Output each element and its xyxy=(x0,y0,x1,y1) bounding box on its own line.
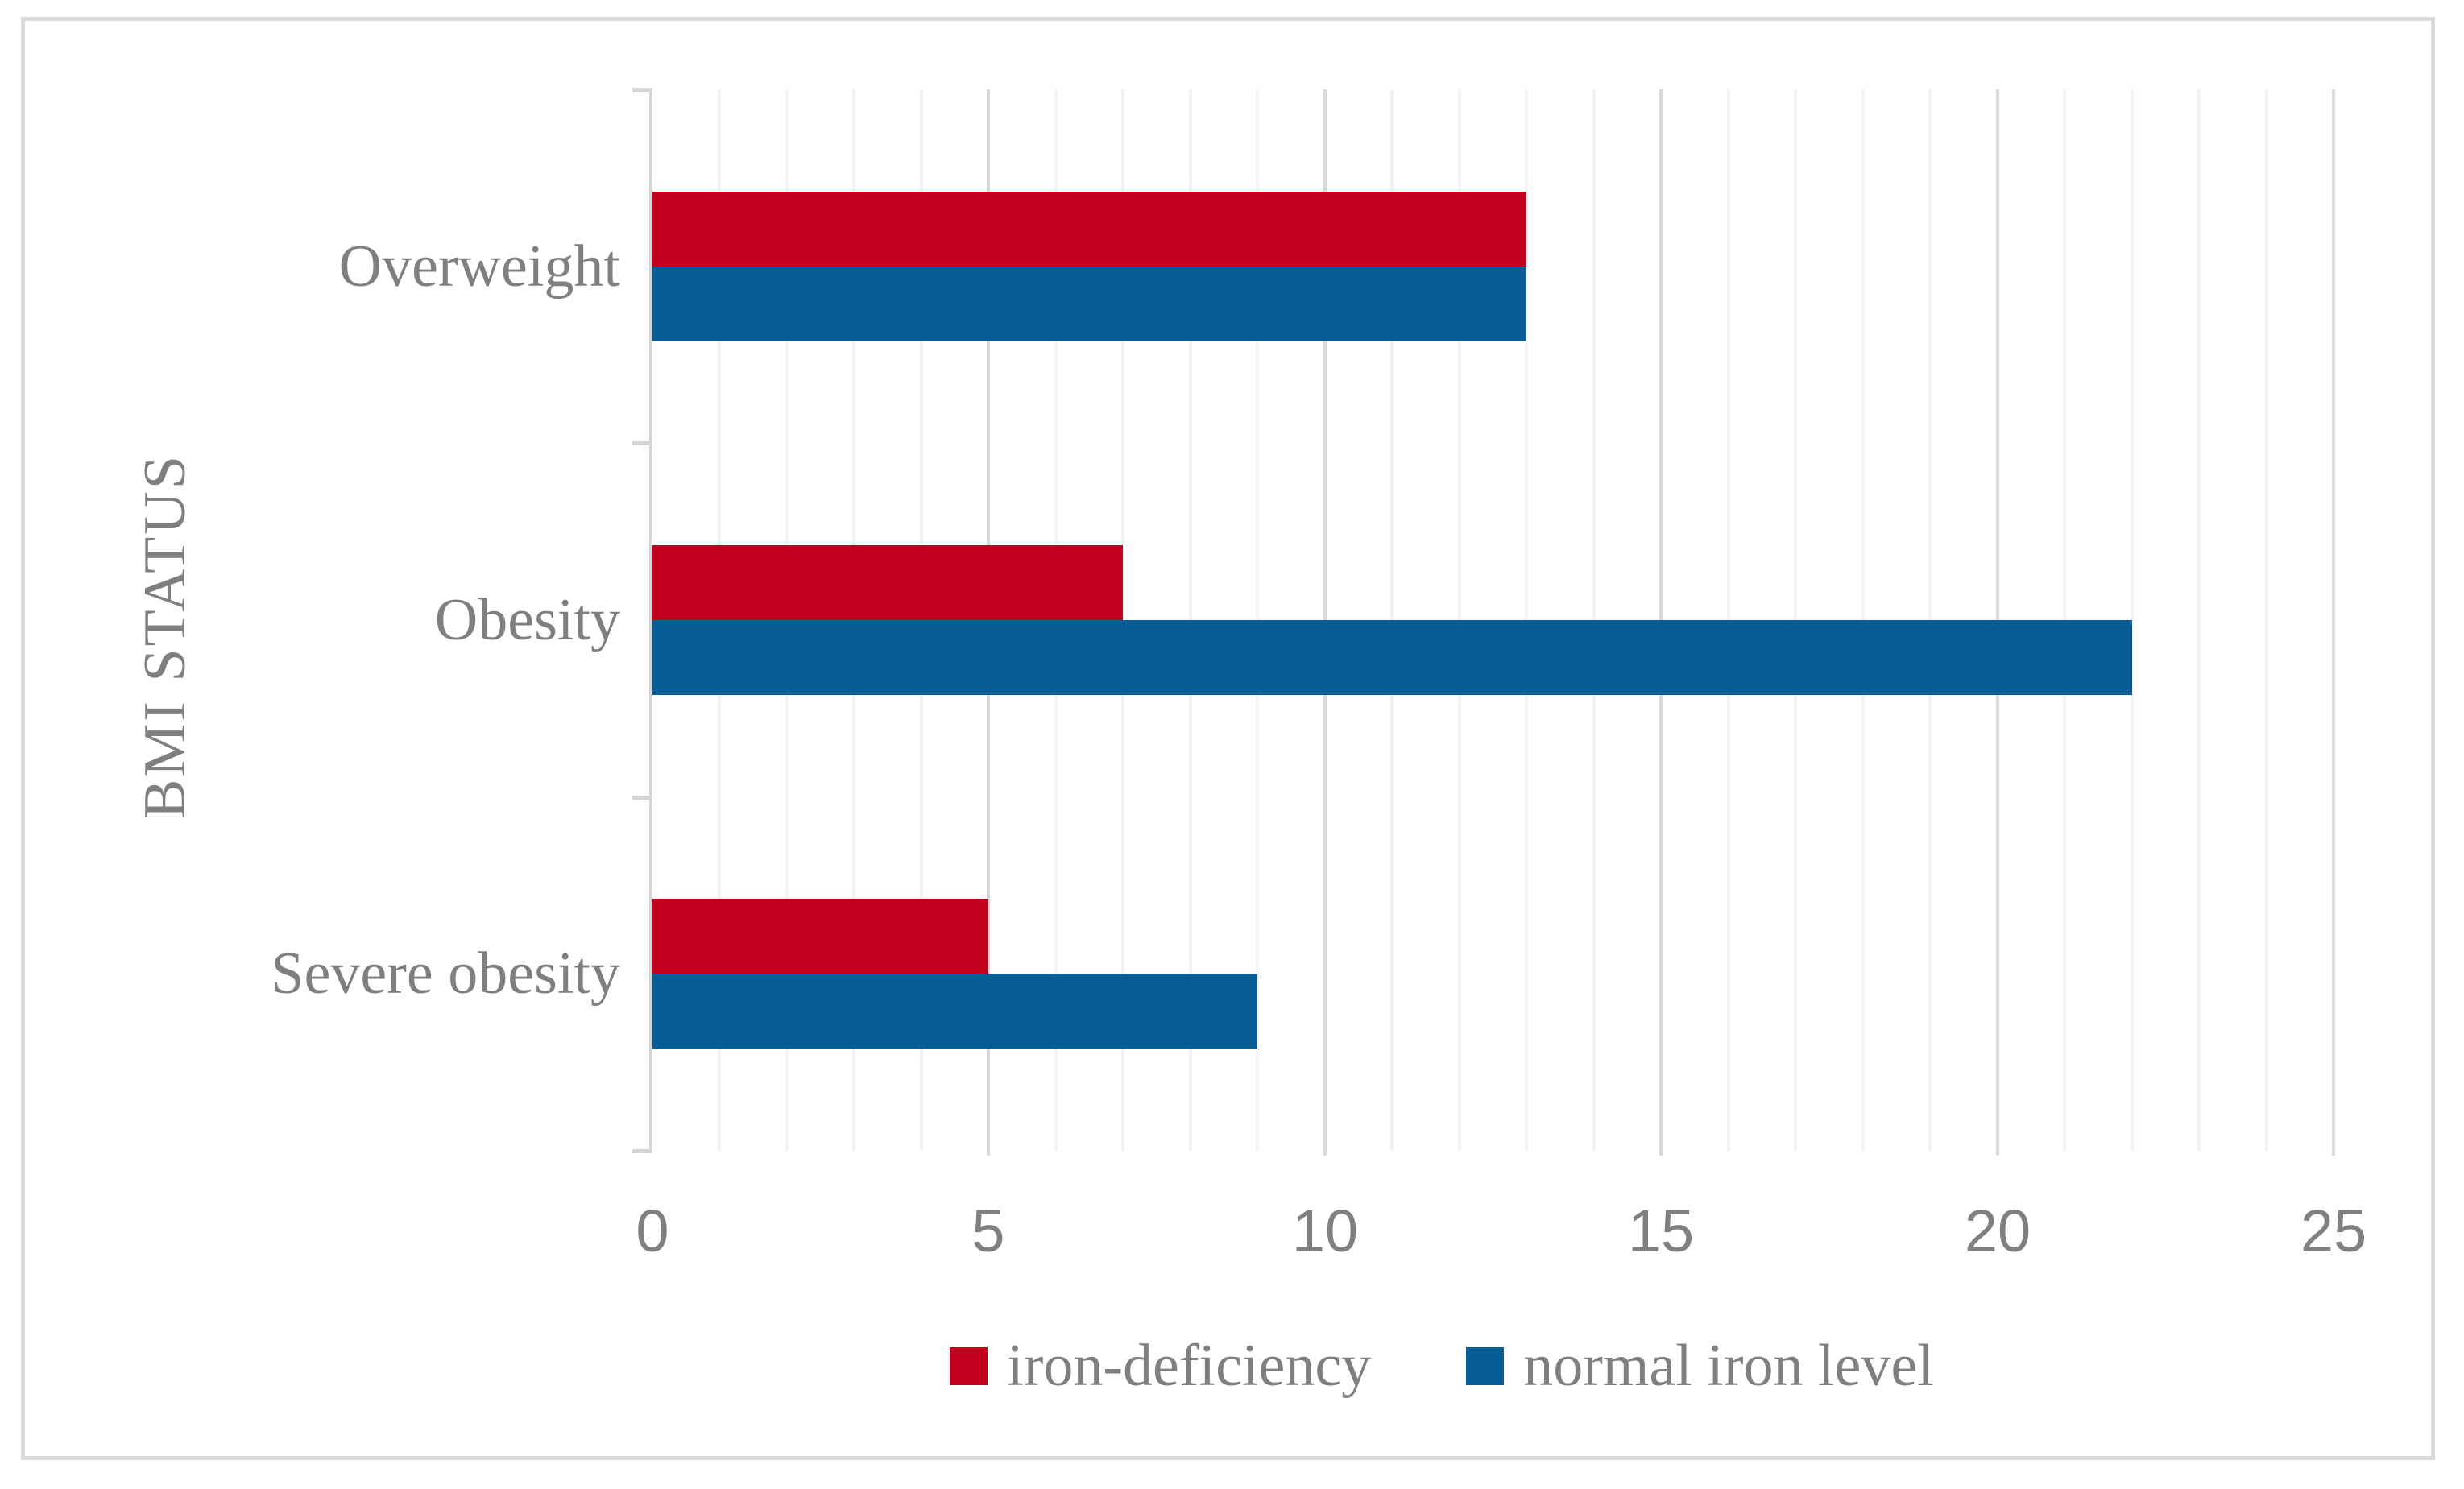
x-tick-label-25: 25 xyxy=(2300,1197,2367,1264)
legend-label-normal-iron-level: normal iron level xyxy=(1523,1333,1934,1399)
gridline-minor xyxy=(2264,89,2268,1151)
category-label-severe-obesity: Severe obesity xyxy=(271,941,620,1007)
legend-item-iron-deficiency: iron-deficiency xyxy=(950,1329,1371,1403)
bar-normal-iron-level-severe-obesity xyxy=(652,974,1257,1049)
legend-swatch-iron-deficiency xyxy=(950,1346,988,1385)
legend: iron-deficiency normal iron level xyxy=(652,1327,2231,1404)
bar-normal-iron-level-overweight xyxy=(652,267,1526,341)
category-label-obesity: Obesity xyxy=(434,587,620,653)
category-axis-tick xyxy=(632,1149,652,1153)
x-tick-label-0: 0 xyxy=(636,1197,669,1264)
category-label-overweight: Overweight xyxy=(338,234,620,300)
bar-iron-deficiency-overweight xyxy=(652,192,1526,267)
x-tick-label-15: 15 xyxy=(1627,1197,1695,1264)
legend-item-normal-iron-level: normal iron level xyxy=(1466,1329,1934,1403)
plot-area xyxy=(652,89,2335,1156)
x-tick-label-20: 20 xyxy=(1964,1197,2031,1264)
category-axis-tick xyxy=(632,441,652,445)
bar-iron-deficiency-severe-obesity xyxy=(652,899,988,974)
gridline-minor xyxy=(2197,89,2201,1151)
legend-swatch-normal-iron-level xyxy=(1466,1346,1505,1385)
x-tick-label-5: 5 xyxy=(971,1197,1005,1264)
category-axis-tick xyxy=(632,88,652,92)
bar-iron-deficiency-obesity xyxy=(652,545,1123,620)
legend-label-iron-deficiency: iron-deficiency xyxy=(1007,1333,1372,1399)
category-axis-tick xyxy=(632,796,652,800)
category-axis-line xyxy=(649,89,652,1152)
x-tick-label-10: 10 xyxy=(1291,1197,1359,1264)
gridline-major xyxy=(2332,89,2335,1156)
bar-normal-iron-level-obesity xyxy=(652,620,2132,695)
